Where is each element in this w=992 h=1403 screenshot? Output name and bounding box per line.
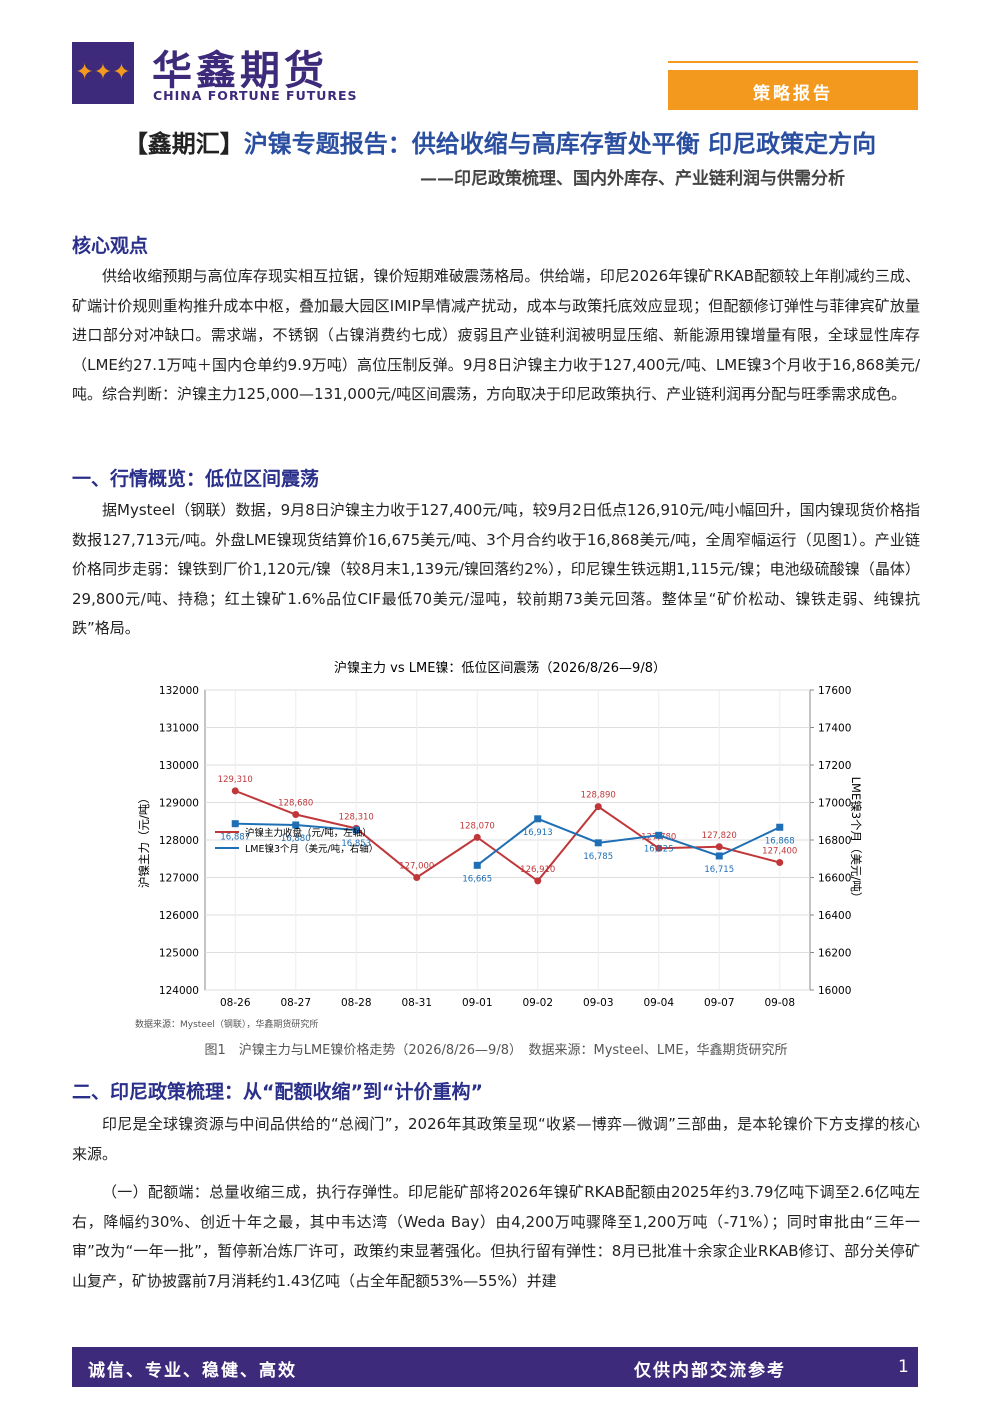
point <box>231 820 239 828</box>
y2-tick-label: 17200 <box>818 760 851 772</box>
report-tag: 策略报告 <box>753 84 833 104</box>
series-line <box>476 817 781 867</box>
title-prefix: 【鑫期汇】 <box>123 130 244 158</box>
data-label: 16,913 <box>523 828 553 838</box>
page-number: 1 <box>898 1357 909 1377</box>
data-label: 16,868 <box>765 836 795 846</box>
x-tick-label: 09-08 <box>764 997 795 1009</box>
paragraph: （一）配额端：总量收缩三成，执行存弹性。印尼能矿部将2026年镍矿RKAB配额由… <box>72 1183 920 1290</box>
data-label: 16,825 <box>644 844 674 854</box>
footer-note: 仅供内部交流参考 <box>634 1361 786 1381</box>
data-label: 16,887 <box>220 833 250 843</box>
paragraph: 印尼是全球镍资源与中间品供给的“总阀门”，2026年其政策呈现“收紧—博弈—微调… <box>72 1115 920 1163</box>
data-label: 128,890 <box>581 791 616 801</box>
x-tick-label: 08-27 <box>280 997 311 1009</box>
x-tick-label: 09-02 <box>522 997 553 1009</box>
rule <box>668 61 918 63</box>
y-tick-label: 127000 <box>159 873 199 885</box>
data-label: 126,910 <box>520 865 555 875</box>
point <box>292 811 300 818</box>
chart-title: 沪镍主力 vs LME镍：低位区间震荡（2026/8/26—9/8） <box>334 660 666 676</box>
y2-tick-label: 16600 <box>818 873 851 885</box>
y2-tick-label: 17600 <box>818 685 851 697</box>
data-label: 128,310 <box>339 812 374 822</box>
section-heading: 二、印尼政策梳理：从“配额收缩”到“计价重构” <box>72 1081 483 1103</box>
y2-tick-label: 17000 <box>818 798 851 810</box>
legend-label: LME镍3个月（美元/吨，右轴） <box>245 843 378 855</box>
brand: 华鑫期货 <box>152 48 328 94</box>
point <box>473 833 481 841</box>
footer-bar <box>72 1347 918 1387</box>
data-label: 129,310 <box>218 775 253 785</box>
y-tick-label: 131000 <box>159 723 199 735</box>
y-tick-label: 129000 <box>159 798 199 810</box>
point <box>594 803 602 811</box>
paragraph: 供给收缩预期与高位库存现实相互拉锯，镍价短期难破震荡格局。供给端，印尼2026年… <box>72 267 920 403</box>
y-tick-label: 124000 <box>159 985 199 997</box>
y2-tick-label: 16800 <box>818 835 851 847</box>
x-tick-label: 08-28 <box>341 997 372 1009</box>
point <box>352 826 360 834</box>
paragraph: 据Mysteel（钢联）数据，9月8日沪镍主力收于127,400元/吨，较9月2… <box>72 501 920 637</box>
section-heading: 核心观点 <box>72 235 149 257</box>
data-label: 16,853 <box>341 839 371 849</box>
title-line: 【鑫期汇】沪镍专题报告：供给收缩与高库存暂处平衡 印尼政策定方向 <box>80 124 920 159</box>
y2-tick-label: 16000 <box>818 985 851 997</box>
data-label: 16,715 <box>704 865 734 875</box>
point <box>715 852 723 860</box>
brand-en: CHINA FORTUNE FUTURES <box>153 88 358 103</box>
point <box>776 859 784 866</box>
point <box>413 874 421 881</box>
y-tick-label: 130000 <box>159 760 199 772</box>
point <box>534 877 542 885</box>
point <box>534 815 542 823</box>
x-tick-label: 08-26 <box>220 997 251 1009</box>
point <box>776 823 784 831</box>
x-tick-label: 09-03 <box>583 997 614 1009</box>
series-line <box>234 789 781 883</box>
figure-caption: 图1 沪镍主力与LME镍价格走势（2026/8/26—9/8） 数据来源：Mys… <box>204 1043 788 1058</box>
data-label: 127,400 <box>762 847 797 857</box>
clip: （一）配额端：总量收缩三成，执行存弹性。印尼能矿部将2026年镍矿RKAB配额由… <box>72 1178 920 1328</box>
title: 沪镍专题报告：供给收缩与高库存暂处平衡 印尼政策定方向 <box>243 130 877 158</box>
subtitle: ——印尼政策梳理、国内外库存、产业链利润与供需分析 <box>420 169 845 189</box>
data-label: 127,820 <box>702 831 737 841</box>
point <box>231 787 239 795</box>
data-label: 16,880 <box>281 834 311 844</box>
chart-source: 数据来源：Mysteel（钢联），华鑫期货研究所 <box>135 1018 318 1030</box>
point <box>655 844 663 852</box>
x-tick-label: 09-01 <box>462 997 493 1009</box>
data-label: 128,680 <box>278 799 313 809</box>
footer-motto: 诚信、专业、稳健、高效 <box>88 1361 297 1381</box>
y-tick-label: 126000 <box>159 910 199 922</box>
logo: ✦✦✦ <box>72 42 134 104</box>
y2-tick-label: 16400 <box>818 910 851 922</box>
legend-label: 沪镍主力收盘（元/吨，左轴） <box>245 827 372 839</box>
x-tick-label: 08-31 <box>401 997 432 1009</box>
y2-tick-label: 16200 <box>818 948 851 960</box>
chart: 沪镍主力 vs LME镍：低位区间震荡（2026/8/26—9/8） 沪镍主力（… <box>135 660 863 1030</box>
point <box>655 831 663 839</box>
section-heading: 一、行情概览：低位区间震荡 <box>72 468 320 490</box>
tag-bar <box>668 70 918 110</box>
x-tick-label: 09-07 <box>704 997 735 1009</box>
y-tick-label: 128000 <box>159 835 199 847</box>
data-label: 16,785 <box>583 852 613 862</box>
point <box>715 843 723 851</box>
x-tick-label: 09-04 <box>643 997 674 1009</box>
y-tick-label: 125000 <box>159 948 199 960</box>
point <box>292 821 300 829</box>
y2-tick-label: 17400 <box>818 723 851 735</box>
y2-axis-title: LME镍3个月（美元/吨） <box>849 777 863 904</box>
point <box>473 861 481 869</box>
point <box>594 839 602 847</box>
data-label: 16,665 <box>462 874 492 884</box>
data-label: 127,000 <box>399 862 434 872</box>
data-label: 128,070 <box>460 821 495 831</box>
y-tick-label: 132000 <box>159 685 199 697</box>
y-axis-title: 沪镍主力（元/吨） <box>137 792 151 888</box>
